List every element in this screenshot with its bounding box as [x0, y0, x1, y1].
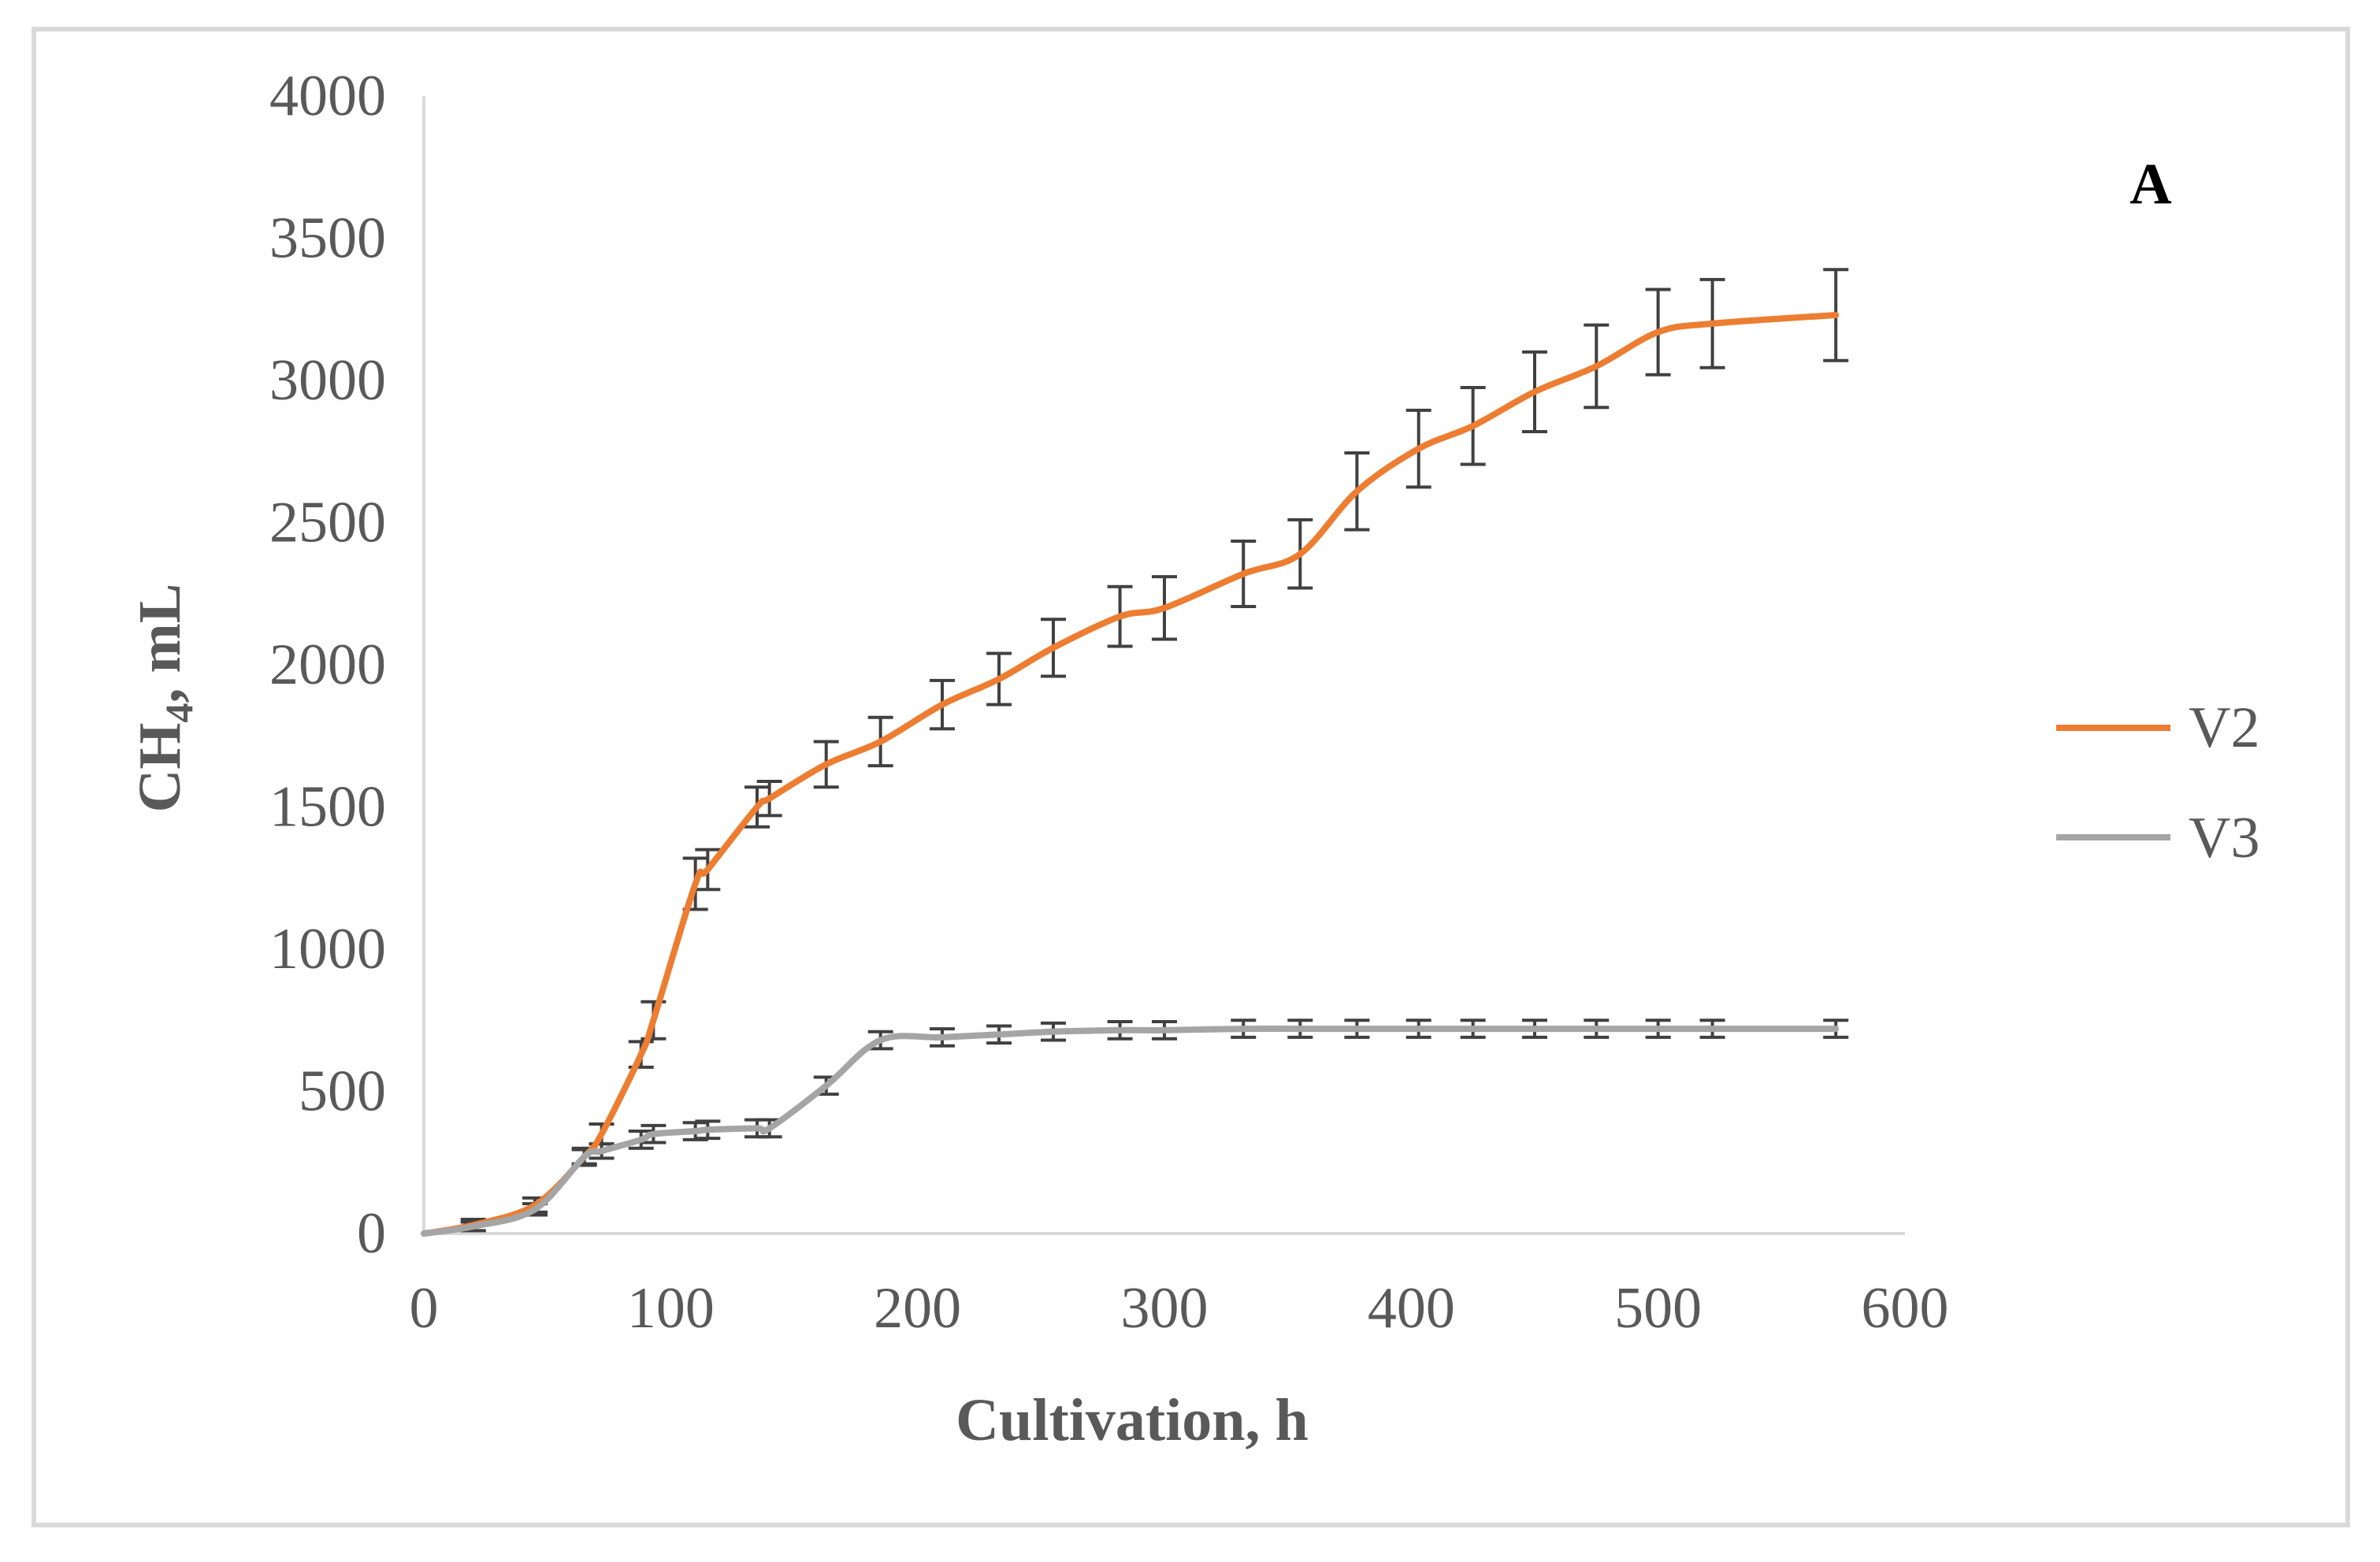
y-tick-label: 3500	[269, 206, 386, 271]
y-axis-title-main: CH	[127, 723, 193, 813]
figure-frame	[32, 27, 2350, 1527]
error-bars	[460, 268, 1849, 1233]
y-tick-label: 0	[357, 1201, 386, 1266]
axes	[422, 96, 1905, 1235]
y-tick-label: 4000	[269, 64, 386, 128]
legend-label-v2: V2	[2189, 696, 2259, 760]
y-tick-label: 3000	[269, 348, 386, 413]
y-tick-label: 2000	[269, 633, 386, 697]
series-lines	[421, 311, 1840, 1237]
y-tick-label: 1000	[269, 917, 386, 981]
x-tick-label: 500	[1614, 1276, 1702, 1341]
y-tick-label: 1500	[269, 775, 386, 840]
tick-labels: 0 100 200 300 400 500 600 0 500 1000 1500 2000 2500 3…	[269, 64, 1949, 1341]
x-tick-label: 200	[874, 1276, 961, 1341]
x-tick-label: 100	[627, 1276, 715, 1341]
legend: V2 V3	[2056, 696, 2259, 870]
y-tick-label: 500	[299, 1059, 386, 1124]
y-tick-label: 2500	[269, 491, 386, 555]
x-tick-label: 400	[1368, 1276, 1455, 1341]
x-axis-title: Cultivation, h	[956, 1387, 1309, 1453]
x-tick-label: 0	[410, 1276, 439, 1341]
legend-label-v3: V3	[2189, 806, 2259, 870]
panel-label: A	[2129, 152, 2171, 217]
y-axis-title-subscript: 4	[157, 703, 201, 723]
x-tick-label: 300	[1121, 1276, 1209, 1341]
series-line-v3	[421, 1025, 1840, 1237]
y-axis-title: CH4, mL	[127, 584, 201, 813]
x-tick-label: 600	[1862, 1276, 1949, 1341]
y-axis-title-tail: , mL	[127, 584, 193, 703]
series-line-v2	[421, 311, 1840, 1237]
